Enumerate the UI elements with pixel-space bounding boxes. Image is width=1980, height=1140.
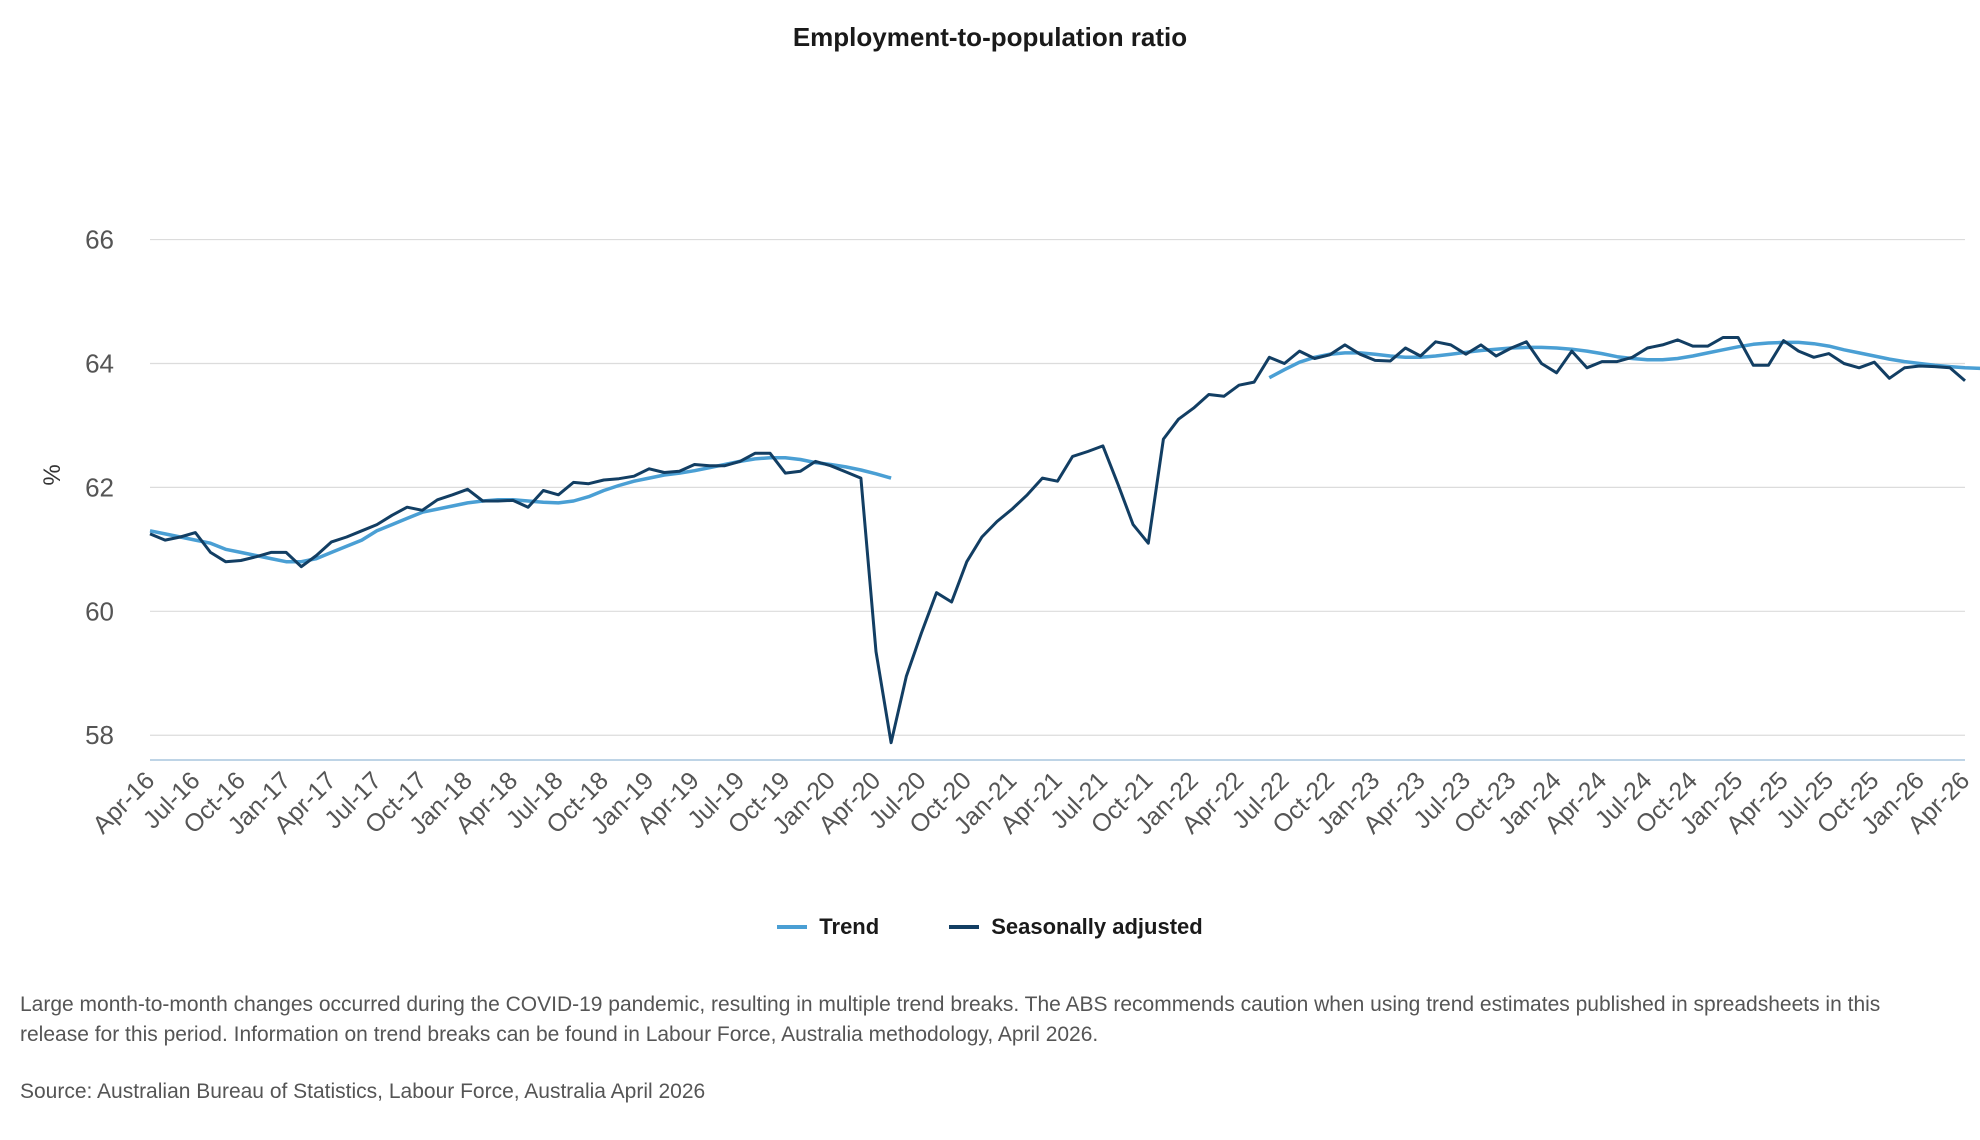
series-lines bbox=[149, 336, 1980, 745]
series-line-seasonally-adjusted bbox=[149, 336, 1966, 745]
y-tick-label: 58 bbox=[85, 720, 114, 750]
legend-swatch-seasonally-adjusted bbox=[949, 925, 980, 929]
axis-labels: 5860626466%Apr-16Jul-16Oct-16Jan-17Apr-1… bbox=[39, 225, 1975, 841]
legend-label-trend: Trend bbox=[819, 914, 880, 939]
y-tick-label: 64 bbox=[85, 348, 114, 378]
legend-item-seasonally-adjusted[interactable]: Seasonally adjusted bbox=[949, 914, 1203, 940]
y-tick-label: 60 bbox=[85, 596, 114, 626]
legend-item-trend[interactable]: Trend bbox=[777, 914, 879, 940]
line-chart: 5860626466%Apr-16Jul-16Oct-16Jan-17Apr-1… bbox=[39, 225, 1980, 841]
gridlines bbox=[150, 238, 1965, 736]
chart-footnote: Large month-to-month changes occurred du… bbox=[20, 993, 1881, 1046]
y-tick-label: 62 bbox=[85, 472, 114, 502]
y-tick-label: 66 bbox=[85, 225, 114, 255]
series-line-trend bbox=[149, 340, 1980, 564]
legend-swatch-trend bbox=[777, 925, 808, 929]
legend-label-seasonally-adjusted: Seasonally adjusted bbox=[991, 914, 1203, 939]
y-axis-title: % bbox=[39, 464, 66, 485]
chart-title: Employment-to-population ratio bbox=[792, 22, 1188, 52]
chart-legend: Trend Seasonally adjusted bbox=[0, 914, 1980, 940]
chart-source: Source: Australian Bureau of Statistics,… bbox=[20, 1080, 706, 1103]
